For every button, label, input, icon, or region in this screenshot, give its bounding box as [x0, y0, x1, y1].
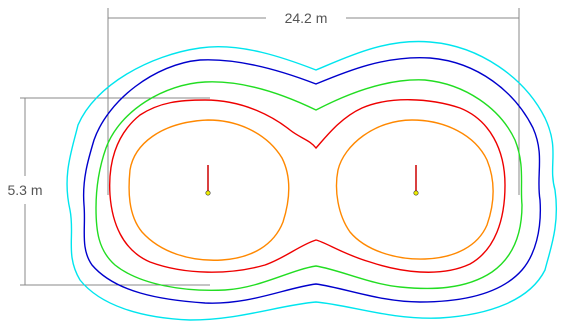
left-source-point — [205, 190, 211, 196]
width-dimension — [107, 8, 520, 195]
left-source — [205, 165, 211, 196]
height-dimension — [20, 97, 210, 286]
contour-orange-left — [128, 119, 290, 261]
right-source — [413, 165, 419, 196]
contour-cyan — [66, 40, 558, 321]
contour-orange-right — [335, 119, 494, 260]
height-dimension-label: 5.3 m — [7, 182, 42, 198]
contour-red — [108, 99, 506, 273]
contour-blue — [82, 56, 542, 304]
width-dimension-label: 24.2 m — [285, 10, 328, 26]
right-source-point — [413, 190, 419, 196]
contour-green — [95, 79, 523, 292]
